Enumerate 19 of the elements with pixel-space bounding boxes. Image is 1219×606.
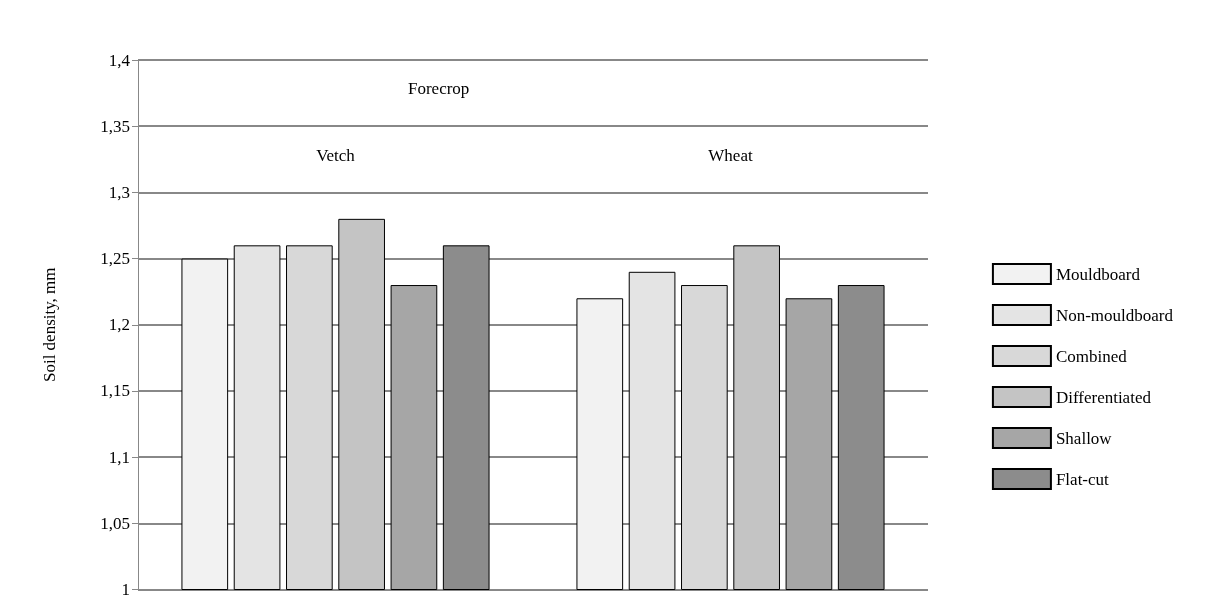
y-tick-label: 1,35	[100, 116, 130, 136]
y-tick-label: 1,1	[108, 447, 130, 467]
y-tick-label: 1,15	[100, 381, 130, 401]
x-tick-label: Vetch	[316, 146, 356, 165]
y-axis-title: Soil density, mm	[40, 267, 59, 383]
legend-label: Combined	[1055, 346, 1128, 366]
legend-label: Shallow	[1055, 428, 1113, 448]
y-tick-label: 1,25	[100, 249, 130, 269]
legend-label: Flat-cut	[1055, 469, 1110, 489]
y-tick-label: 1,4	[108, 50, 131, 70]
y-tick-label: 1	[121, 580, 130, 599]
y-tick-label: 1,2	[108, 315, 130, 335]
legend-label: Non-mouldboard	[1055, 305, 1174, 325]
legend-label: Mouldboard	[1055, 264, 1141, 284]
x-tick-label: Wheat	[708, 146, 753, 165]
legend-label: Differentiated	[1055, 387, 1152, 407]
annotation: Forecrop	[408, 79, 470, 98]
y-tick-label: 1,3	[108, 182, 130, 202]
y-tick-label: 1,05	[100, 513, 130, 533]
